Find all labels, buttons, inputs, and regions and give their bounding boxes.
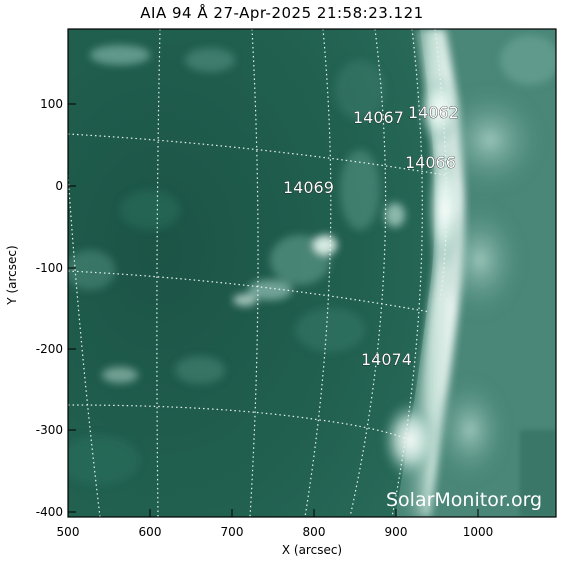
- x-tick-label: 500: [57, 525, 80, 539]
- solar-disk: [68, 29, 435, 517]
- x-tick-label: 700: [221, 525, 244, 539]
- y-tick-label: -100: [36, 261, 63, 275]
- axis-ticks: [67, 103, 479, 517]
- limb-brightenings: [382, 35, 556, 485]
- disk-texture: [68, 45, 405, 485]
- x-tick-label: 600: [139, 525, 162, 539]
- y-tick-label: 0: [55, 179, 63, 193]
- y-tick-label: -200: [36, 342, 63, 356]
- active-region-label: 14074: [361, 350, 412, 369]
- y-axis-label: Y (arcsec): [5, 245, 19, 305]
- active-region-label: 14062: [408, 103, 459, 122]
- y-tick-label: -400: [36, 505, 63, 519]
- y-tick-label: -300: [36, 423, 63, 437]
- x-tick-label: 1000: [463, 525, 494, 539]
- y-tick-label: 100: [40, 97, 63, 111]
- solarmonitor-credit: SolarMonitor.org: [386, 489, 542, 511]
- x-axis-label: X (arcsec): [281, 543, 343, 557]
- noise-corner: [520, 430, 556, 517]
- active-region-label: 14069: [283, 178, 334, 197]
- image-title: AIA 94 Å 27-Apr-2025 21:58:23.121: [140, 4, 424, 22]
- active-region-label: 14066: [405, 153, 456, 172]
- x-tick-label: 900: [385, 525, 408, 539]
- x-tick-label: 800: [303, 525, 326, 539]
- active-region-label: 14067: [353, 108, 404, 127]
- plot-frame: [67, 28, 557, 518]
- heliographic-grid: [68, 29, 448, 517]
